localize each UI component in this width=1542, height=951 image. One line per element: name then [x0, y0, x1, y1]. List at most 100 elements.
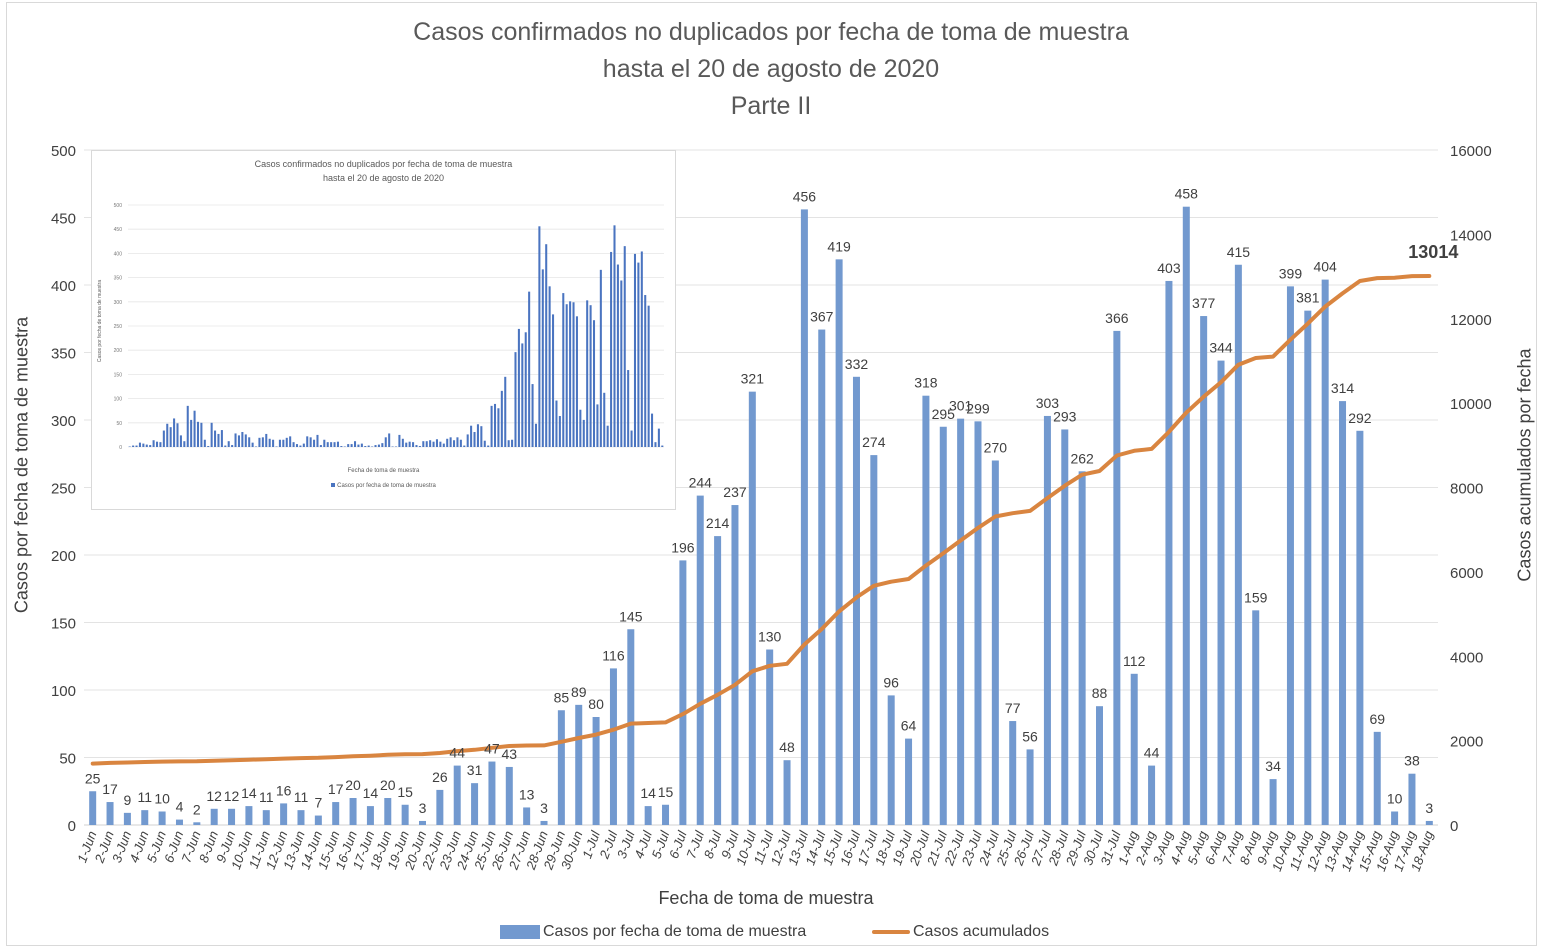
inset-bar: [647, 305, 650, 447]
inset-bar: [439, 441, 442, 447]
bar: [540, 820, 548, 825]
bar-data-label: 295: [932, 406, 956, 422]
inset-bar: [405, 442, 408, 447]
inset-bar: [637, 262, 640, 447]
inset-bar: [272, 439, 275, 447]
bar: [523, 807, 531, 825]
inset-bar: [565, 304, 568, 447]
bar-data-label: 7: [314, 795, 322, 811]
inset-bar: [613, 225, 616, 447]
legend-line-swatch: [872, 930, 910, 934]
inset-bar: [517, 328, 520, 447]
inset-bar: [186, 405, 189, 447]
y-axis-right-title: Casos acumulados por fecha: [1514, 348, 1535, 582]
bar-data-label: 237: [723, 484, 747, 500]
bar-data-label: 377: [1192, 295, 1216, 311]
bar: [609, 668, 617, 825]
inset-bar: [435, 439, 438, 447]
bar: [835, 259, 843, 826]
inset-bar: [466, 434, 469, 447]
inset-bar: [633, 253, 637, 447]
bar-data-label: 419: [827, 238, 851, 254]
inset-bar: [459, 439, 462, 447]
inset-bar: [155, 441, 159, 447]
legend-item-line[interactable]: Casos acumulados: [872, 920, 1049, 944]
inset-bar: [627, 370, 630, 447]
bar-data-label: 13: [519, 786, 535, 802]
bar-data-label: 16: [276, 782, 292, 798]
bar: [1391, 811, 1399, 825]
inset-y-tick-label: 100: [114, 397, 123, 403]
inset-bar: [282, 439, 285, 447]
inset-bar: [302, 443, 305, 447]
bar: [644, 806, 652, 825]
bar: [991, 460, 999, 825]
inset-bar: [534, 423, 537, 447]
inset-bar: [367, 445, 370, 447]
bar-data-label: 344: [1209, 340, 1233, 356]
bar-data-label: 292: [1348, 410, 1372, 426]
bar-data-label: 38: [1404, 753, 1420, 769]
bar-data-label: 214: [706, 515, 730, 531]
bar-data-label: 2: [193, 801, 201, 817]
bar-data-label: 69: [1369, 711, 1385, 727]
bar: [505, 766, 513, 825]
y-right-tick-label: 14000: [1450, 227, 1492, 244]
inset-bar: [234, 433, 237, 447]
y-left-tick-label: 250: [51, 481, 76, 498]
inset-title: Casos confirmados no duplicados por fech…: [254, 159, 513, 169]
inset-bar: [558, 416, 561, 447]
bar: [852, 376, 860, 825]
bar-data-label: 17: [328, 781, 344, 797]
inset-bar: [364, 446, 367, 447]
bar: [748, 391, 756, 825]
inset-bar: [217, 433, 220, 447]
bar-data-label: 96: [883, 674, 899, 690]
inset-bar: [456, 437, 459, 447]
inset-bar: [623, 246, 626, 447]
bar: [1339, 401, 1347, 825]
bar-data-label: 11: [137, 789, 152, 805]
inset-bar: [528, 291, 531, 447]
inset-bar: [531, 384, 534, 447]
inset-bar: [599, 269, 602, 447]
legend-item-bars[interactable]: Casos por fecha de toma de muestra: [500, 920, 806, 944]
bar: [1217, 360, 1225, 825]
inset-bar: [610, 251, 613, 447]
inset-bar: [429, 440, 432, 447]
bar-data-label: 112: [1123, 653, 1146, 669]
bar-data-label: 34: [1265, 758, 1281, 774]
inset-bar: [418, 446, 421, 447]
y-axis-left-title: Casos por fecha de toma de muestra: [11, 316, 32, 614]
bar-data-label: 314: [1331, 380, 1355, 396]
inset-y-tick-label: 250: [114, 324, 123, 330]
inset-bar: [575, 316, 578, 447]
bar-data-label: 458: [1175, 186, 1199, 202]
bar: [245, 806, 253, 825]
inset-bar: [357, 444, 360, 447]
inset-bar: [340, 446, 343, 447]
bar-data-label: 15: [658, 784, 674, 800]
bar-data-label: 367: [810, 309, 834, 325]
bar-data-label: 10: [1387, 791, 1403, 807]
inset-bar: [258, 437, 261, 447]
inset-bar: [453, 440, 456, 447]
bar-data-label: 20: [345, 777, 361, 793]
bar-data-label: 196: [671, 539, 695, 555]
inset-bar: [562, 293, 565, 447]
bar: [939, 426, 947, 825]
y-right-tick-label: 6000: [1450, 565, 1483, 582]
bar: [1113, 330, 1121, 825]
inset-bar: [446, 438, 449, 447]
inset-bar: [586, 300, 589, 447]
bar: [1286, 286, 1294, 826]
inset-bar: [490, 405, 493, 447]
bar-data-label: 130: [758, 629, 782, 645]
bar: [297, 810, 305, 825]
inset-bar: [173, 418, 176, 447]
inset-bar: [630, 430, 633, 447]
inset-bar: [545, 244, 548, 447]
inset-bar: [299, 445, 302, 447]
bar-data-label: 9: [123, 792, 131, 808]
inset-bar: [309, 437, 312, 447]
